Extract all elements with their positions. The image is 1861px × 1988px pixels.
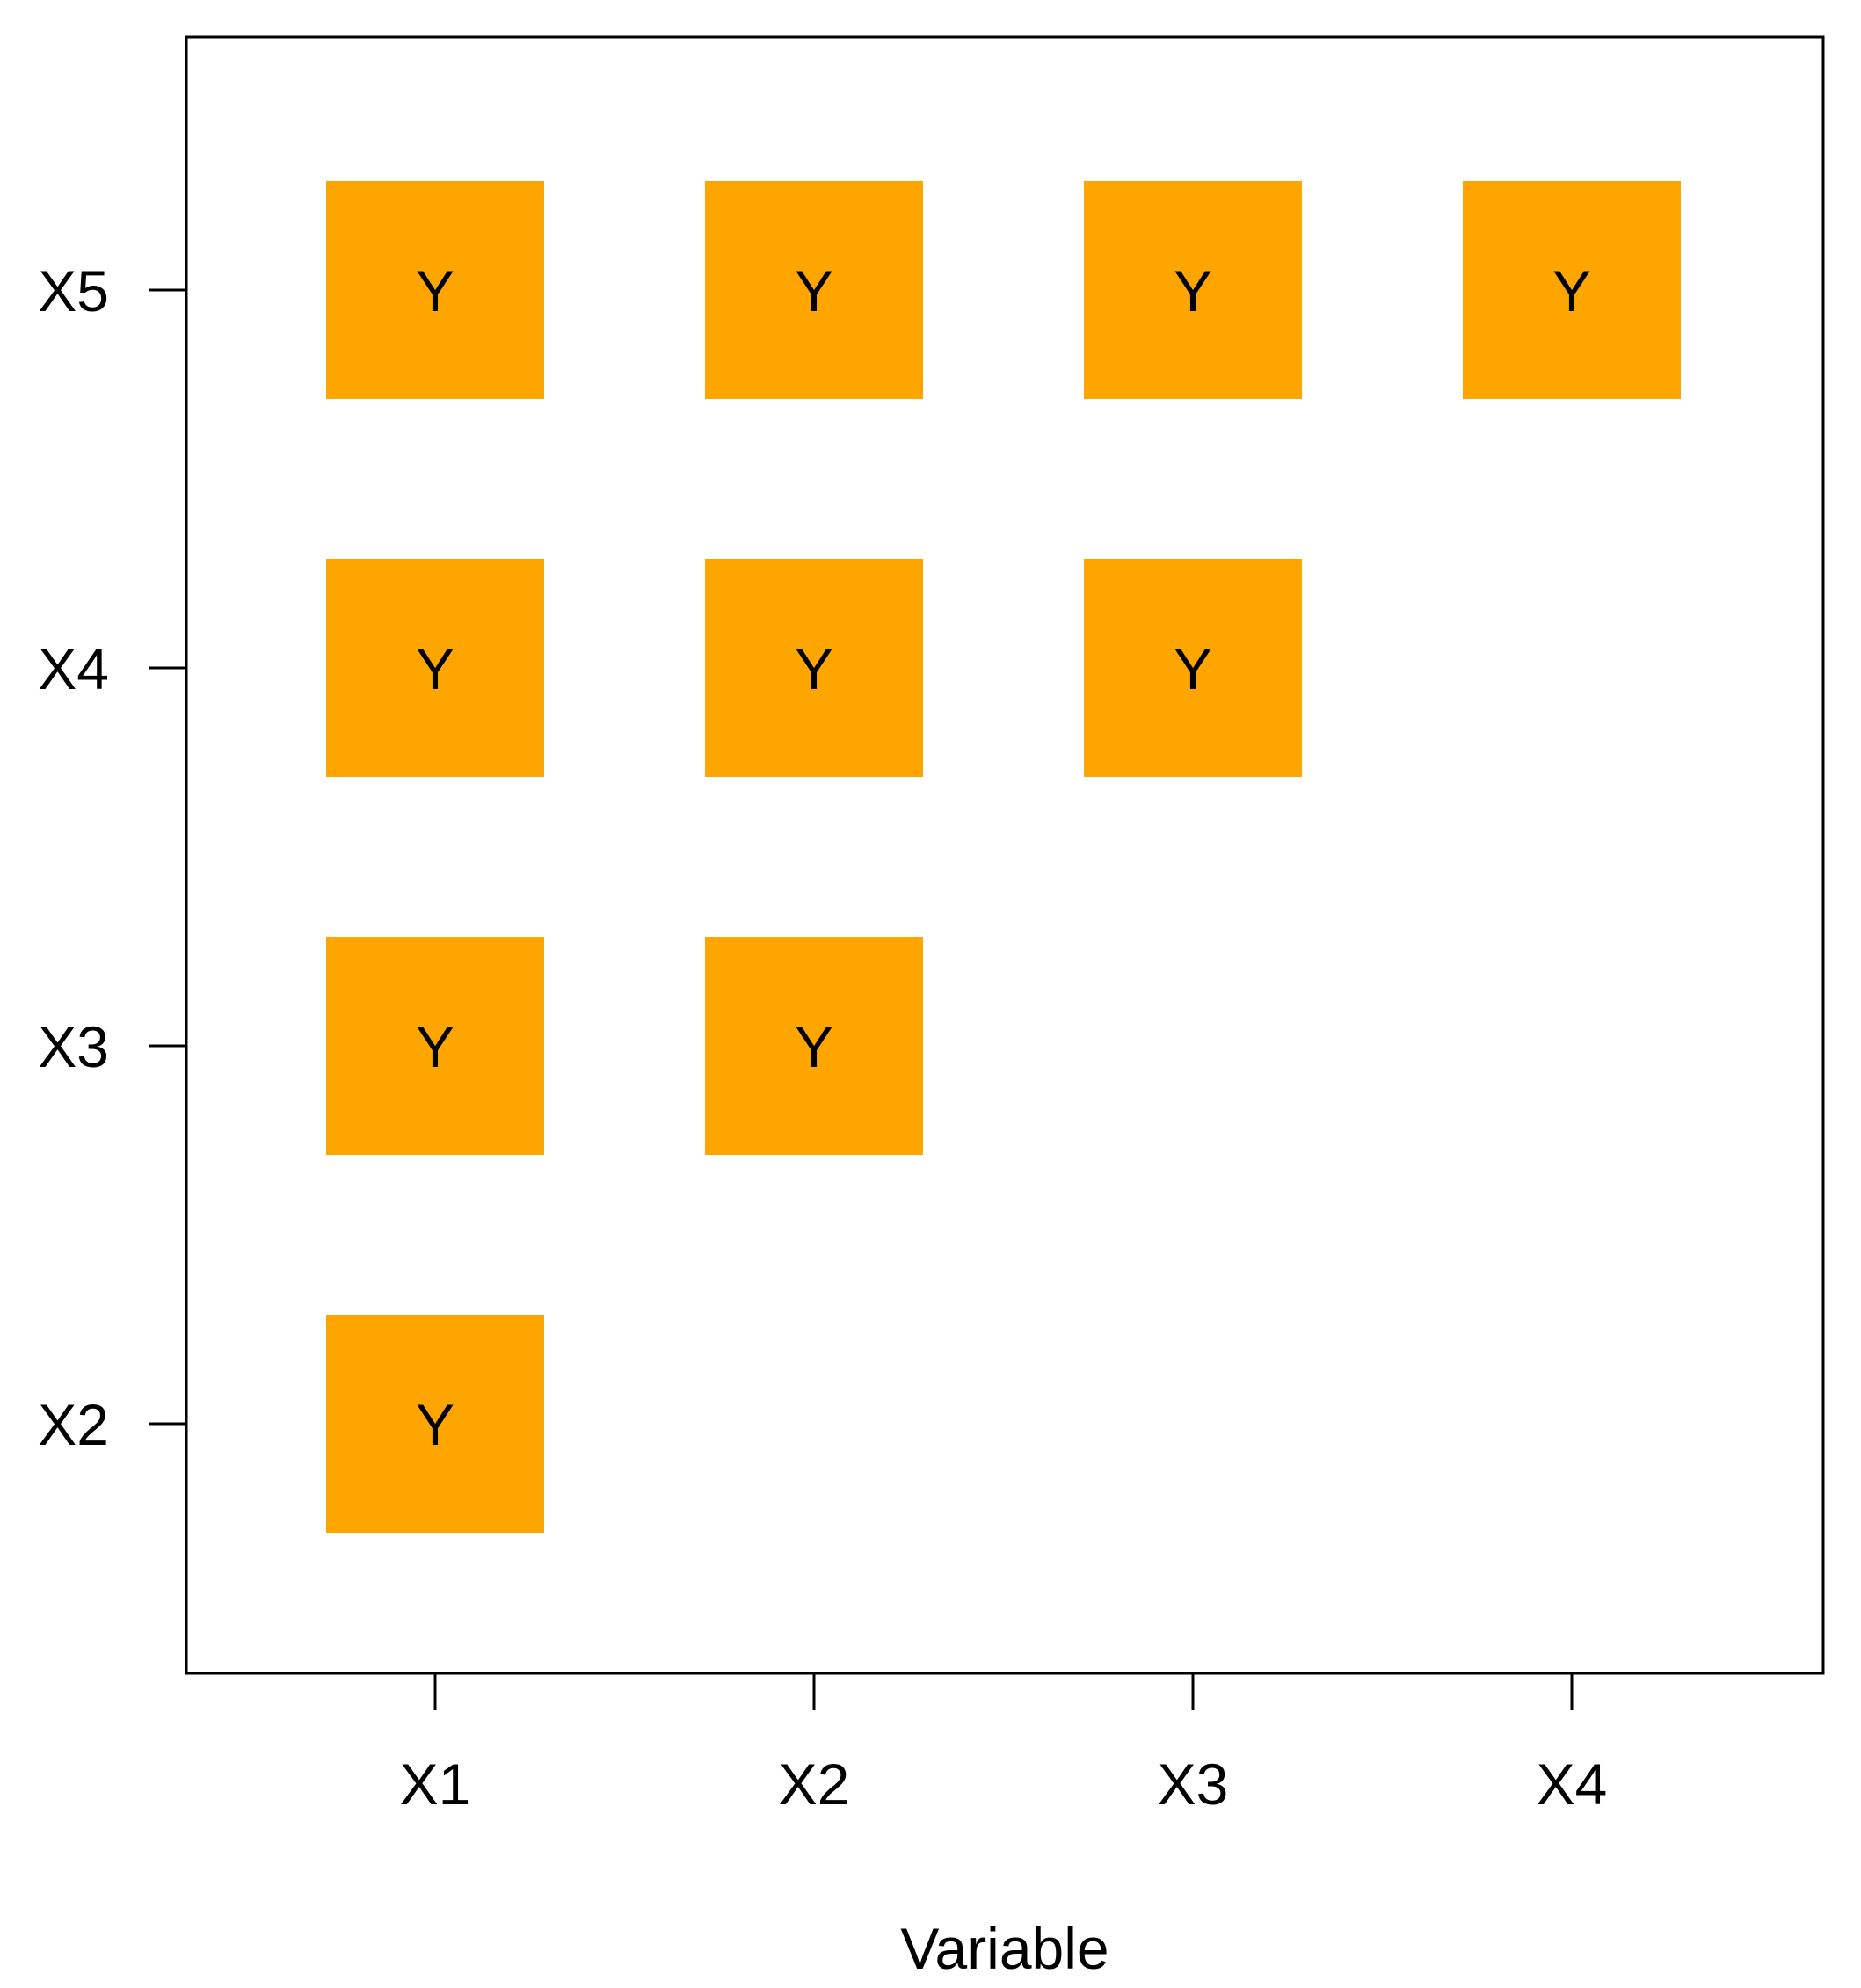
heatmap-cell xyxy=(1463,181,1681,399)
heatmap-cell xyxy=(705,937,923,1155)
cell-label: Y xyxy=(416,1392,454,1457)
x-tick-label: X1 xyxy=(400,1752,471,1817)
y-tick-label: X3 xyxy=(38,1014,109,1079)
plot-frame xyxy=(185,35,1825,1675)
y-tick-label: X4 xyxy=(38,636,109,701)
x-axis: X1 X2 X3 X4 xyxy=(400,1673,1608,1817)
heatmap-cell xyxy=(705,181,923,399)
heatmap-cell xyxy=(326,559,544,777)
heatmap-cell xyxy=(1084,559,1302,777)
x-tick-label: X3 xyxy=(1158,1752,1229,1817)
heatmap-cell xyxy=(326,1315,544,1533)
cell-label: Y xyxy=(795,636,833,701)
cell-label: Y xyxy=(1174,636,1212,701)
cells-layer: Y Y Y Y Y Y Y Y Y Y xyxy=(326,181,1681,1533)
y-axis: X2 X3 X4 X5 xyxy=(38,258,186,1457)
cell-label: Y xyxy=(416,258,454,323)
cell-label: Y xyxy=(1174,258,1212,323)
cell-label: Y xyxy=(795,258,833,323)
heatmap-cell xyxy=(1084,181,1302,399)
cell-label: Y xyxy=(416,636,454,701)
cell-label: Y xyxy=(1552,258,1591,323)
x-axis-title: Variable xyxy=(900,1916,1109,1981)
y-tick-label: X2 xyxy=(38,1392,109,1457)
heatmap-cell xyxy=(705,559,923,777)
heatmap-cell xyxy=(326,181,544,399)
y-tick-label: X5 xyxy=(38,258,109,323)
cell-label: Y xyxy=(416,1014,454,1079)
heatmap-cell xyxy=(326,937,544,1155)
x-tick-label: X2 xyxy=(779,1752,850,1817)
x-tick-label: X4 xyxy=(1537,1752,1608,1817)
cell-label: Y xyxy=(795,1014,833,1079)
